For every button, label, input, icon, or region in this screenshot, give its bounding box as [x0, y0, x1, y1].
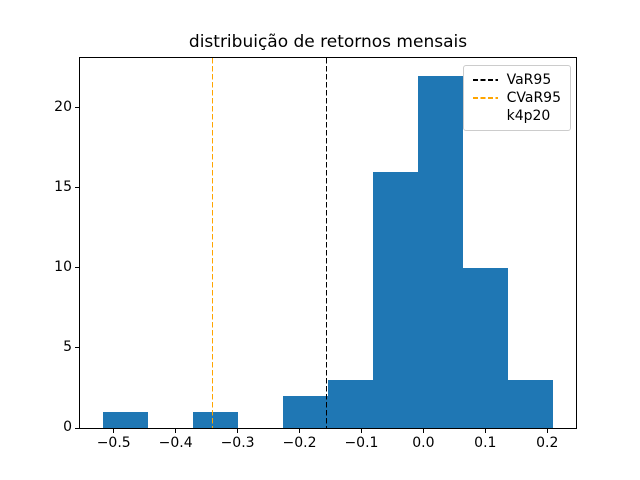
x-tick-mark	[113, 429, 115, 433]
x-tick-mark	[484, 429, 486, 433]
y-tick-mark	[75, 187, 79, 189]
y-tick-label: 15	[54, 178, 72, 195]
x-tick-label: −0.2	[282, 435, 317, 451]
x-tick-label: 0.0	[412, 435, 435, 451]
legend-entry-k4p20: k4p20	[473, 107, 561, 125]
y-tick-label: 10	[54, 258, 72, 275]
legend-entry-cvar95: CVaR95	[472, 89, 561, 107]
x-tick-label: 0.2	[536, 435, 559, 451]
y-tick-label: 5	[63, 338, 72, 355]
y-tick-mark	[75, 347, 79, 349]
y-tick-label: 20	[54, 98, 72, 115]
x-tick-mark	[237, 429, 239, 433]
histogram-bar	[328, 379, 374, 428]
legend: VaR95 CVaR95 k4p20	[462, 65, 571, 131]
legend-label: CVaR95	[506, 90, 561, 106]
histogram-bar	[418, 75, 464, 428]
y-tick-mark	[75, 427, 79, 429]
histogram-bar	[102, 411, 148, 428]
chart-title: distribuição de retornos mensais	[188, 32, 468, 52]
histogram-bar	[282, 395, 328, 428]
x-tick-mark	[546, 429, 548, 433]
y-tick-mark	[75, 267, 79, 269]
histogram-bar	[508, 379, 554, 428]
legend-line-sample	[472, 97, 498, 99]
x-tick-label: −0.5	[96, 435, 131, 451]
legend-entry-var95: VaR95	[472, 71, 561, 89]
x-tick-mark	[299, 429, 300, 433]
x-tick-mark	[422, 429, 424, 433]
x-tick-label: 0.1	[474, 435, 497, 451]
plot-area: VaR95 CVaR95 k4p20	[79, 57, 577, 429]
legend-line-sample	[472, 79, 498, 81]
histogram-bar	[192, 411, 238, 428]
x-tick-mark	[360, 429, 362, 433]
x-tick-label: −0.3	[220, 435, 255, 451]
vline-cvar95	[211, 58, 214, 428]
y-tick-label: 0	[63, 419, 72, 435]
histogram-bar	[463, 267, 509, 428]
legend-label: k4p20	[506, 108, 551, 124]
y-tick-mark	[75, 107, 79, 109]
histogram-bar	[373, 171, 419, 428]
vline-var95	[325, 58, 328, 428]
x-tick-label: −0.4	[158, 435, 193, 451]
legend-label: VaR95	[506, 72, 552, 88]
x-tick-mark	[175, 429, 177, 433]
legend-empty-handle	[473, 115, 498, 117]
x-tick-label: −0.1	[344, 435, 379, 451]
